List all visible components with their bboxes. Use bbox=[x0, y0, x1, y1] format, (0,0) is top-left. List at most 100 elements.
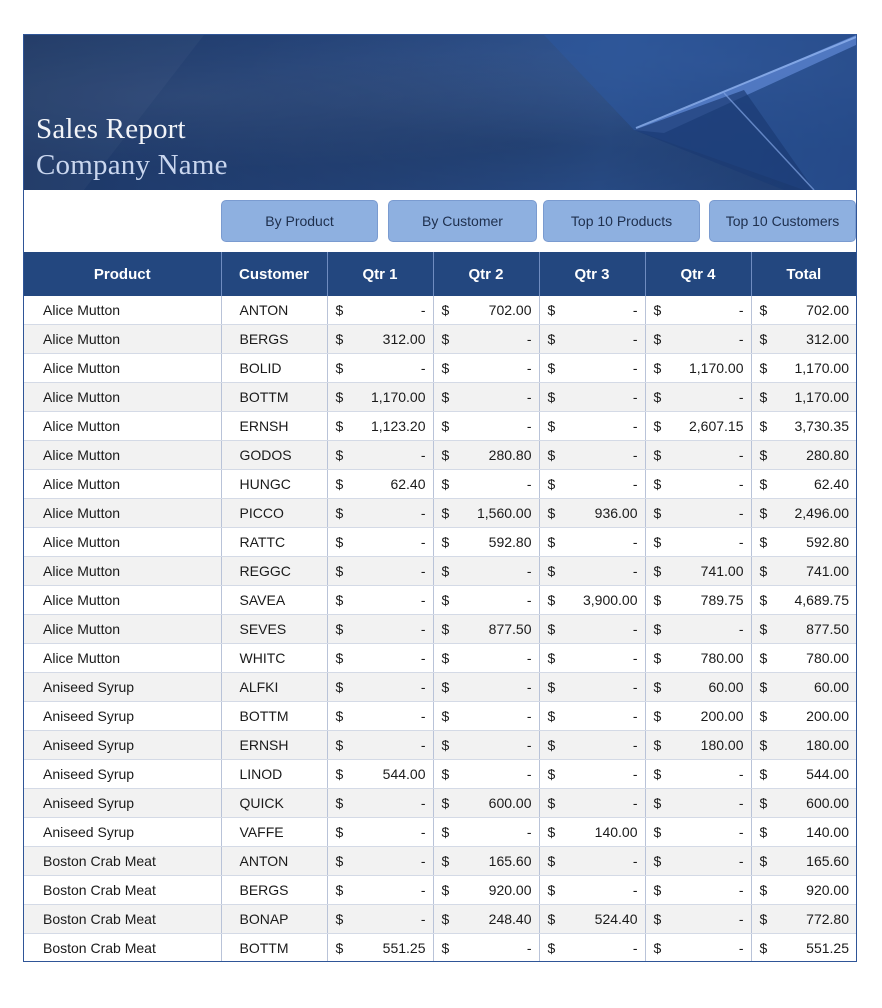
customer-cell[interactable]: PICCO bbox=[221, 498, 328, 528]
customer-cell[interactable]: BERGS bbox=[221, 875, 328, 905]
qtr1-cell[interactable]: $1,123.20 bbox=[327, 411, 434, 441]
total-cell[interactable]: $592.80 bbox=[751, 527, 856, 557]
qtr1-cell[interactable]: $551.25 bbox=[327, 933, 434, 961]
total-cell[interactable]: $200.00 bbox=[751, 701, 856, 731]
qtr1-cell[interactable]: $ - bbox=[327, 614, 434, 644]
qtr3-cell[interactable]: $ - bbox=[539, 296, 646, 325]
product-cell[interactable]: Alice Mutton bbox=[24, 382, 222, 412]
qtr3-cell[interactable]: $ - bbox=[539, 643, 646, 673]
qtr4-cell[interactable]: $ - bbox=[645, 382, 752, 412]
qtr1-cell[interactable]: $ - bbox=[327, 701, 434, 731]
top10-customers-button[interactable]: Top 10 Customers bbox=[709, 200, 856, 242]
qtr1-cell[interactable]: $1,170.00 bbox=[327, 382, 434, 412]
product-cell[interactable]: Alice Mutton bbox=[24, 440, 222, 470]
qtr3-cell[interactable]: $ - bbox=[539, 382, 646, 412]
qtr1-cell[interactable]: $ - bbox=[327, 672, 434, 702]
customer-cell[interactable]: ERNSH bbox=[221, 411, 328, 441]
total-cell[interactable]: $544.00 bbox=[751, 759, 856, 789]
qtr2-cell[interactable]: $592.80 bbox=[433, 527, 540, 557]
product-cell[interactable]: Aniseed Syrup bbox=[24, 817, 222, 847]
qtr2-cell[interactable]: $702.00 bbox=[433, 296, 540, 325]
qtr4-cell[interactable]: $ - bbox=[645, 759, 752, 789]
qtr4-cell[interactable]: $ - bbox=[645, 296, 752, 325]
customer-cell[interactable]: QUICK bbox=[221, 788, 328, 818]
qtr3-cell[interactable]: $524.40 bbox=[539, 904, 646, 934]
product-cell[interactable]: Boston Crab Meat bbox=[24, 904, 222, 934]
customer-cell[interactable]: HUNGC bbox=[221, 469, 328, 499]
customer-cell[interactable]: GODOS bbox=[221, 440, 328, 470]
qtr1-cell[interactable]: $312.00 bbox=[327, 324, 434, 354]
customer-cell[interactable]: BERGS bbox=[221, 324, 328, 354]
product-cell[interactable]: Aniseed Syrup bbox=[24, 759, 222, 789]
product-cell[interactable]: Alice Mutton bbox=[24, 614, 222, 644]
qtr3-cell[interactable]: $ - bbox=[539, 759, 646, 789]
total-cell[interactable]: $780.00 bbox=[751, 643, 856, 673]
qtr4-cell[interactable]: $ - bbox=[645, 498, 752, 528]
qtr1-cell[interactable]: $62.40 bbox=[327, 469, 434, 499]
qtr3-cell[interactable]: $ - bbox=[539, 846, 646, 876]
product-cell[interactable]: Alice Mutton bbox=[24, 296, 222, 325]
total-cell[interactable]: $312.00 bbox=[751, 324, 856, 354]
qtr3-cell[interactable]: $ - bbox=[539, 469, 646, 499]
product-cell[interactable]: Alice Mutton bbox=[24, 498, 222, 528]
column-header-qtr3[interactable]: Qtr 3 bbox=[539, 252, 646, 296]
product-cell[interactable]: Alice Mutton bbox=[24, 556, 222, 586]
total-cell[interactable]: $2,496.00 bbox=[751, 498, 856, 528]
total-cell[interactable]: $877.50 bbox=[751, 614, 856, 644]
customer-cell[interactable]: SAVEA bbox=[221, 585, 328, 615]
qtr3-cell[interactable]: $936.00 bbox=[539, 498, 646, 528]
qtr3-cell[interactable]: $ - bbox=[539, 933, 646, 961]
customer-cell[interactable]: BONAP bbox=[221, 904, 328, 934]
qtr2-cell[interactable]: $ - bbox=[433, 933, 540, 961]
total-cell[interactable]: $551.25 bbox=[751, 933, 856, 961]
total-cell[interactable]: $702.00 bbox=[751, 296, 856, 325]
qtr1-cell[interactable]: $ - bbox=[327, 817, 434, 847]
product-cell[interactable]: Boston Crab Meat bbox=[24, 875, 222, 905]
qtr2-cell[interactable]: $1,560.00 bbox=[433, 498, 540, 528]
qtr1-cell[interactable]: $ - bbox=[327, 353, 434, 383]
qtr4-cell[interactable]: $789.75 bbox=[645, 585, 752, 615]
qtr4-cell[interactable]: $ - bbox=[645, 440, 752, 470]
qtr2-cell[interactable]: $600.00 bbox=[433, 788, 540, 818]
total-cell[interactable]: $1,170.00 bbox=[751, 382, 856, 412]
qtr4-cell[interactable]: $ - bbox=[645, 614, 752, 644]
product-cell[interactable]: Aniseed Syrup bbox=[24, 788, 222, 818]
total-cell[interactable]: $772.80 bbox=[751, 904, 856, 934]
qtr2-cell[interactable]: $920.00 bbox=[433, 875, 540, 905]
product-cell[interactable]: Alice Mutton bbox=[24, 353, 222, 383]
qtr4-cell[interactable]: $ - bbox=[645, 788, 752, 818]
qtr3-cell[interactable]: $ - bbox=[539, 324, 646, 354]
column-header-qtr1[interactable]: Qtr 1 bbox=[327, 252, 434, 296]
qtr4-cell[interactable]: $ - bbox=[645, 817, 752, 847]
qtr1-cell[interactable]: $544.00 bbox=[327, 759, 434, 789]
customer-cell[interactable]: BOLID bbox=[221, 353, 328, 383]
total-cell[interactable]: $4,689.75 bbox=[751, 585, 856, 615]
qtr4-cell[interactable]: $ - bbox=[645, 904, 752, 934]
qtr2-cell[interactable]: $ - bbox=[433, 353, 540, 383]
qtr3-cell[interactable]: $ - bbox=[539, 730, 646, 760]
product-cell[interactable]: Alice Mutton bbox=[24, 585, 222, 615]
qtr1-cell[interactable]: $ - bbox=[327, 440, 434, 470]
qtr2-cell[interactable]: $877.50 bbox=[433, 614, 540, 644]
total-cell[interactable]: $1,170.00 bbox=[751, 353, 856, 383]
qtr3-cell[interactable]: $ - bbox=[539, 411, 646, 441]
product-cell[interactable]: Alice Mutton bbox=[24, 643, 222, 673]
customer-cell[interactable]: BOTTM bbox=[221, 701, 328, 731]
qtr4-cell[interactable]: $ - bbox=[645, 933, 752, 961]
product-cell[interactable]: Aniseed Syrup bbox=[24, 672, 222, 702]
qtr2-cell[interactable]: $165.60 bbox=[433, 846, 540, 876]
qtr2-cell[interactable]: $ - bbox=[433, 701, 540, 731]
qtr4-cell[interactable]: $741.00 bbox=[645, 556, 752, 586]
qtr3-cell[interactable]: $ - bbox=[539, 527, 646, 557]
customer-cell[interactable]: ANTON bbox=[221, 846, 328, 876]
qtr2-cell[interactable]: $248.40 bbox=[433, 904, 540, 934]
qtr2-cell[interactable]: $ - bbox=[433, 643, 540, 673]
customer-cell[interactable]: WHITC bbox=[221, 643, 328, 673]
qtr4-cell[interactable]: $ - bbox=[645, 324, 752, 354]
qtr2-cell[interactable]: $ - bbox=[433, 411, 540, 441]
total-cell[interactable]: $600.00 bbox=[751, 788, 856, 818]
customer-cell[interactable]: RATTC bbox=[221, 527, 328, 557]
qtr1-cell[interactable]: $ - bbox=[327, 846, 434, 876]
qtr2-cell[interactable]: $ - bbox=[433, 730, 540, 760]
customer-cell[interactable]: VAFFE bbox=[221, 817, 328, 847]
